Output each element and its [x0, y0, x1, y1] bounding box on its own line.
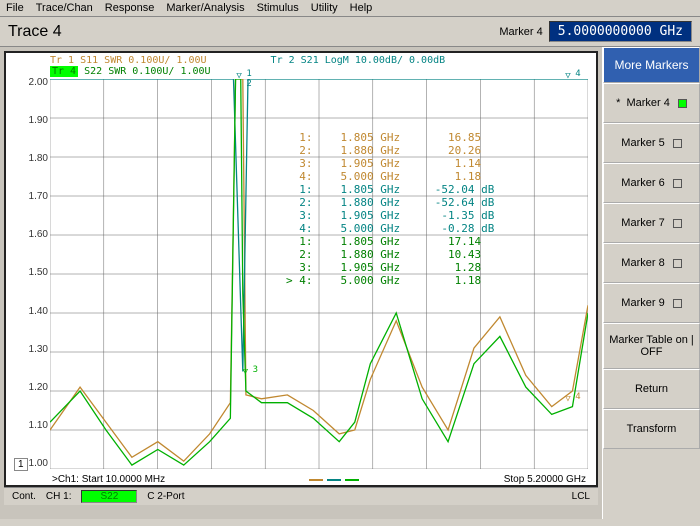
- indicator-icon: [673, 179, 682, 188]
- marker-table: 1:1.805 GHz 16.85 2:1.880 GHz 20.26 3:1.…: [286, 131, 494, 287]
- side-btn-marker-9[interactable]: Marker 9: [603, 283, 700, 323]
- marker-row: 1:1.805 GHz -52.04 dB: [286, 183, 494, 196]
- menubar: File Trace/Chan Response Marker/Analysis Sti…: [0, 0, 700, 17]
- menu-stimulus[interactable]: Stimulus: [257, 2, 299, 14]
- trace-title: Trace 4: [8, 23, 62, 41]
- marker-row: 3:1.905 GHz 1.28: [286, 261, 494, 274]
- plot-marker: ▽3: [243, 367, 248, 377]
- marker-row: 4:5.000 GHz 1.18: [286, 170, 494, 183]
- marker-row: > 4:5.000 GHz 1.18: [286, 274, 494, 287]
- marker-readout: Marker 4 5.0000000000 GHz: [499, 21, 692, 42]
- sidebar: More Markers Marker 4Marker 5Marker 6Mar…: [602, 47, 700, 519]
- legend-tr1: Tr 1 S11 SWR 0.100U/ 1.00U: [50, 55, 211, 66]
- status-lcl: LCL: [572, 491, 590, 502]
- menu-response[interactable]: Response: [105, 2, 155, 14]
- side-btn-marker-table-on-off[interactable]: Marker Table on | OFF: [603, 323, 700, 369]
- legend-tr2: Tr 2 S21 LogM 10.00dB/ 0.00dB: [271, 55, 446, 77]
- status-s22[interactable]: S22: [81, 490, 137, 503]
- ytick: 2.00: [16, 77, 48, 88]
- marker-row: 3:1.905 GHz 1.14: [286, 157, 494, 170]
- side-btn-marker-6[interactable]: Marker 6: [603, 163, 700, 203]
- status-ch: CH 1:: [46, 491, 72, 502]
- plot-panel: Tr 1 S11 SWR 0.100U/ 1.00U Tr 4 S22 SWR …: [0, 47, 602, 519]
- marker-value-input[interactable]: 5.0000000000 GHz: [549, 21, 692, 42]
- menu-file[interactable]: File: [6, 2, 24, 14]
- side-btn-marker-5[interactable]: Marker 5: [603, 123, 700, 163]
- marker-row: 1:1.805 GHz 16.85: [286, 131, 494, 144]
- ytick: 1.40: [16, 306, 48, 317]
- ytick: 1.60: [16, 229, 48, 240]
- indicator-icon: [673, 139, 682, 148]
- y-axis: 2.00 1.90 1.80 1.70 1.60 1.50 1.40 1.30 1.20 1.10…: [16, 77, 48, 469]
- marker-row: 2:1.880 GHz 10.43: [286, 248, 494, 261]
- ytick: 1.20: [16, 382, 48, 393]
- sidebar-header[interactable]: More Markers: [603, 47, 700, 83]
- indicator-icon: [673, 259, 682, 268]
- marker-row: 2:1.880 GHz -52.64 dB: [286, 196, 494, 209]
- plot-marker: ▽4: [565, 71, 570, 81]
- indicator-icon: [673, 219, 682, 228]
- marker-row: 1:1.805 GHz 17.14: [286, 235, 494, 248]
- side-btn-marker-8[interactable]: Marker 8: [603, 243, 700, 283]
- indicator-icon: [678, 99, 687, 108]
- side-btn-return[interactable]: Return: [603, 369, 700, 409]
- ytick: 1.50: [16, 267, 48, 278]
- plot-marker: ▽1 2: [236, 71, 241, 81]
- ytick: 1.80: [16, 153, 48, 164]
- menu-utility[interactable]: Utility: [311, 2, 338, 14]
- ytick: 1.90: [16, 115, 48, 126]
- plot-area[interactable]: Tr 1 S11 SWR 0.100U/ 1.00U Tr 4 S22 SWR …: [4, 51, 598, 487]
- marker-label: Marker 4: [499, 26, 542, 38]
- side-btn-marker-7[interactable]: Marker 7: [603, 203, 700, 243]
- trace-dashes: [309, 474, 359, 485]
- ytick: 1.10: [16, 420, 48, 431]
- status-bar: Cont. CH 1: S22 C 2-Port LCL: [4, 487, 598, 505]
- marker-row: 3:1.905 GHz -1.35 dB: [286, 209, 494, 222]
- legend-tr4-badge: Tr 4: [50, 66, 78, 77]
- plot-marker: ▽4: [565, 394, 570, 404]
- menu-markeranalysis[interactable]: Marker/Analysis: [166, 2, 244, 14]
- marker-row: 2:1.880 GHz 20.26: [286, 144, 494, 157]
- x-start: >Ch1: Start 10.0000 MHz: [52, 474, 165, 485]
- status-port: C 2-Port: [147, 491, 184, 502]
- ytick: 1.70: [16, 191, 48, 202]
- menu-tracechan[interactable]: Trace/Chan: [36, 2, 93, 14]
- ytick: 1.00: [16, 458, 48, 469]
- legend-tr4-rest: S22 SWR 0.100U/ 1.00U: [78, 66, 210, 77]
- x-axis: >Ch1: Start 10.0000 MHz Stop 5.20000 GHz: [50, 474, 588, 485]
- marker-row: 4:5.000 GHz -0.28 dB: [286, 222, 494, 235]
- side-btn-transform[interactable]: Transform: [603, 409, 700, 449]
- x-stop: Stop 5.20000 GHz: [504, 474, 586, 485]
- side-btn-marker-4[interactable]: Marker 4: [603, 83, 700, 123]
- toolbar: Trace 4 Marker 4 5.0000000000 GHz: [0, 17, 700, 47]
- menu-help[interactable]: Help: [350, 2, 373, 14]
- ytick: 1.30: [16, 344, 48, 355]
- status-cont: Cont.: [12, 491, 36, 502]
- indicator-icon: [673, 299, 682, 308]
